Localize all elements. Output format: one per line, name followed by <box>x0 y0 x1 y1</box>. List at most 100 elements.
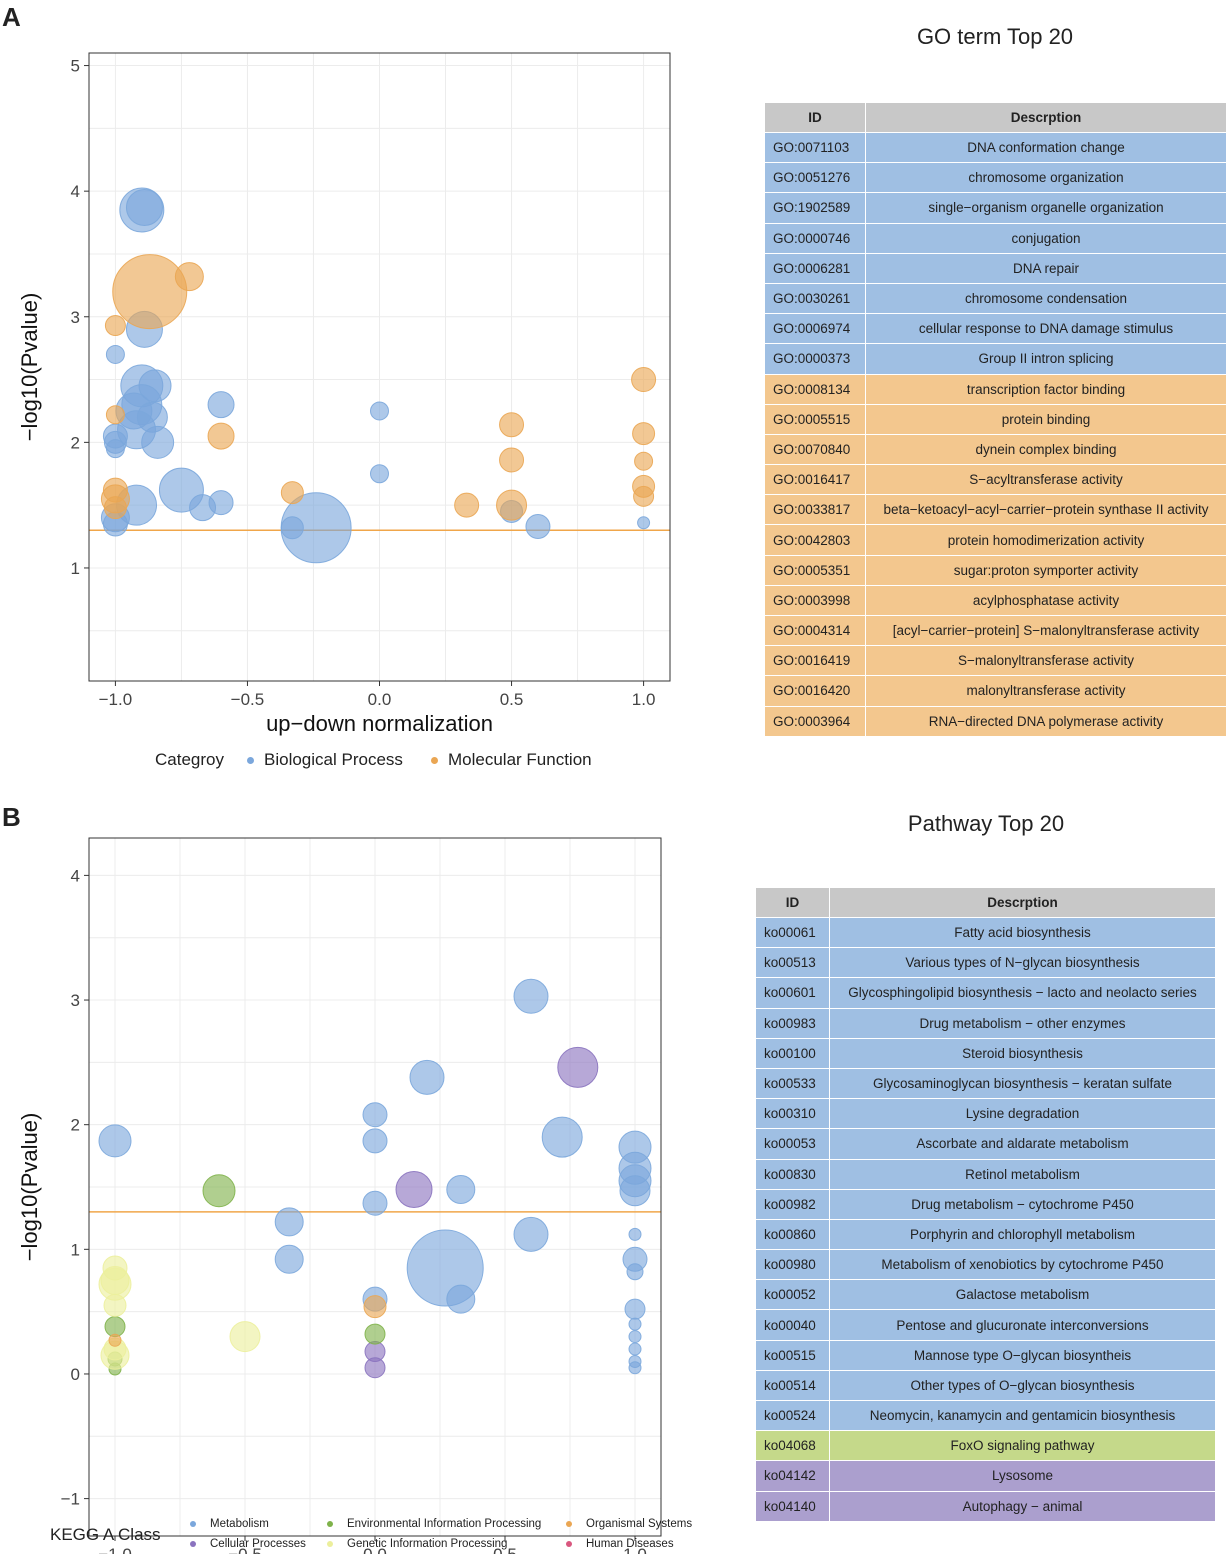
table-header-description: Descrption <box>865 102 1227 133</box>
table-row: GO:0071103 DNA conformation change <box>764 131 1227 164</box>
row-description: Other types of O−glycan biosynthesis <box>829 1369 1216 1402</box>
row-description: Ascorbate and aldarate metabolism <box>829 1128 1216 1160</box>
table-row: ko00524 Neomycin, kanamycin and gentamici… <box>755 1399 1216 1432</box>
pathway-table: ID Descrption ko00061 Fatty acid biosynth… <box>755 887 1216 1522</box>
x-tick-label: 0.0 <box>368 690 392 709</box>
y-tick-label: 0 <box>71 1365 80 1384</box>
row-description: protein homodimerization activity <box>865 524 1227 556</box>
y-tick-label: 4 <box>71 866 80 885</box>
legend-dot-icon <box>190 1540 196 1547</box>
row-description: [acyl−carrier−protein] S−malonyltransfer… <box>865 614 1227 647</box>
legend-dot-icon <box>327 1520 333 1527</box>
legend-label: Organismal Systems <box>586 1518 693 1530</box>
data-point <box>409 1059 445 1095</box>
row-description: protein binding <box>865 403 1227 435</box>
data-point <box>454 492 480 518</box>
row-description: chromosome organization <box>865 162 1227 194</box>
row-id: ko00601 <box>755 977 830 1009</box>
row-description: single−organism organelle organization <box>865 192 1227 224</box>
row-description: Galactose metabolism <box>829 1279 1216 1311</box>
data-point <box>229 1321 261 1353</box>
data-point <box>628 1330 642 1344</box>
table-row: ko00515 Mannose type O−glycan biosyntheis <box>755 1339 1216 1371</box>
data-point <box>174 262 204 292</box>
row-description: Glycosaminoglycan biosynthesis − keratan… <box>829 1067 1216 1100</box>
row-description: RNA−directed DNA polymerase activity <box>865 705 1227 737</box>
data-point <box>280 481 304 505</box>
table-row: ko00860 Porphyrin and chlorophyll metabol… <box>755 1218 1216 1251</box>
data-point <box>104 315 126 337</box>
row-description: Porphyrin and chlorophyll metabolism <box>829 1218 1216 1251</box>
data-point <box>362 1190 388 1216</box>
y-axis-label: −log10(Pvalue) <box>17 293 42 442</box>
data-point <box>496 489 528 521</box>
row-id: GO:0006974 <box>764 313 866 345</box>
data-point <box>104 1316 126 1338</box>
legend-title: KEGG A Class <box>50 1525 161 1544</box>
y-tick-label: 2 <box>71 1116 80 1135</box>
row-id: GO:0030261 <box>764 282 866 315</box>
table-row: ko00533 Glycosaminoglycan biosynthesis − … <box>755 1067 1216 1100</box>
row-description: chromosome condensation <box>865 282 1227 315</box>
row-id: ko04142 <box>755 1460 830 1492</box>
legend-dot-icon <box>247 757 254 765</box>
y-tick-label: 3 <box>71 991 80 1010</box>
legend-label: Human Diseases <box>586 1538 674 1550</box>
row-id: GO:0016420 <box>764 675 866 707</box>
kegg-legend-items: Metabolism Cellular Processes Environmen… <box>190 1518 720 1554</box>
legend-label: Genetic Information Processing <box>347 1538 508 1550</box>
table-row: ko00601 Glycosphingolipid biosynthesis − … <box>755 977 1216 1009</box>
table-row: GO:0006281 DNA repair <box>764 252 1227 284</box>
row-description: Fatty acid biosynthesis <box>829 916 1216 949</box>
legend-dot-icon <box>190 1520 196 1527</box>
data-point <box>541 1116 583 1158</box>
data-point <box>105 344 125 364</box>
row-id: GO:0070840 <box>764 433 866 466</box>
row-description: Neomycin, kanamycin and gentamicin biosy… <box>829 1399 1216 1432</box>
data-point <box>628 1227 642 1241</box>
data-point <box>626 1263 644 1281</box>
data-point <box>619 1175 651 1207</box>
legend-label: Environmental Information Processing <box>347 1518 542 1530</box>
data-point <box>208 490 234 516</box>
table-header-id: ID <box>764 102 866 133</box>
row-id: GO:0005351 <box>764 554 866 586</box>
row-description: Steroid biosynthesis <box>829 1037 1216 1069</box>
data-point <box>141 425 175 459</box>
table-row: GO:0016420 malonyltransferase activity <box>764 675 1227 707</box>
legend-item-cellular-processes: Cellular Processes <box>190 1538 306 1550</box>
row-id: GO:1902589 <box>764 192 866 224</box>
row-id: ko00514 <box>755 1369 830 1402</box>
table-row: GO:0016419 S−malonyltransferase activity <box>764 645 1227 677</box>
data-point <box>499 447 525 473</box>
table-row: GO:0005515 protein binding <box>764 403 1227 435</box>
row-id: GO:0000746 <box>764 222 866 254</box>
y-axis-label: −log10(Pvalue) <box>17 1113 42 1262</box>
row-description: Metabolism of xenobiotics by cytochrome … <box>829 1249 1216 1281</box>
x-tick-label: −1.0 <box>99 690 133 709</box>
row-id: GO:0016419 <box>764 645 866 677</box>
row-id: ko04140 <box>755 1490 830 1522</box>
table-row: ko00052 Galactose metabolism <box>755 1279 1216 1311</box>
table-row: ko04142 Lysosome <box>755 1460 1216 1492</box>
row-description: Group II intron splicing <box>865 343 1227 375</box>
legend-item-environmental-information-processing: Environmental Information Processing <box>327 1518 541 1530</box>
legend-item-genetic-information-processing: Genetic Information Processing <box>327 1538 507 1550</box>
panel-a-letter: A <box>2 2 21 32</box>
table-row: GO:0016417 S−acyltransferase activity <box>764 464 1227 496</box>
x-tick-label: 0.0 <box>363 1545 387 1554</box>
legend-item-human-diseases: Human Diseases <box>566 1538 674 1550</box>
row-id: ko00983 <box>755 1007 830 1039</box>
row-id: GO:0005515 <box>764 403 866 435</box>
y-tick-label: −1 <box>61 1490 80 1509</box>
row-description: sugar:proton symporter activity <box>865 554 1227 586</box>
row-description: S−acyltransferase activity <box>865 464 1227 496</box>
row-description: beta−ketoacyl−acyl−carrier−protein synth… <box>865 494 1227 526</box>
row-id: GO:0051276 <box>764 162 866 194</box>
data-point <box>633 485 655 507</box>
table-row: GO:0004314 [acyl−carrier−protein] S−malon… <box>764 614 1227 647</box>
data-point <box>98 1124 132 1158</box>
data-point <box>632 422 656 446</box>
data-point <box>363 1295 387 1319</box>
row-id: GO:0042803 <box>764 524 866 556</box>
